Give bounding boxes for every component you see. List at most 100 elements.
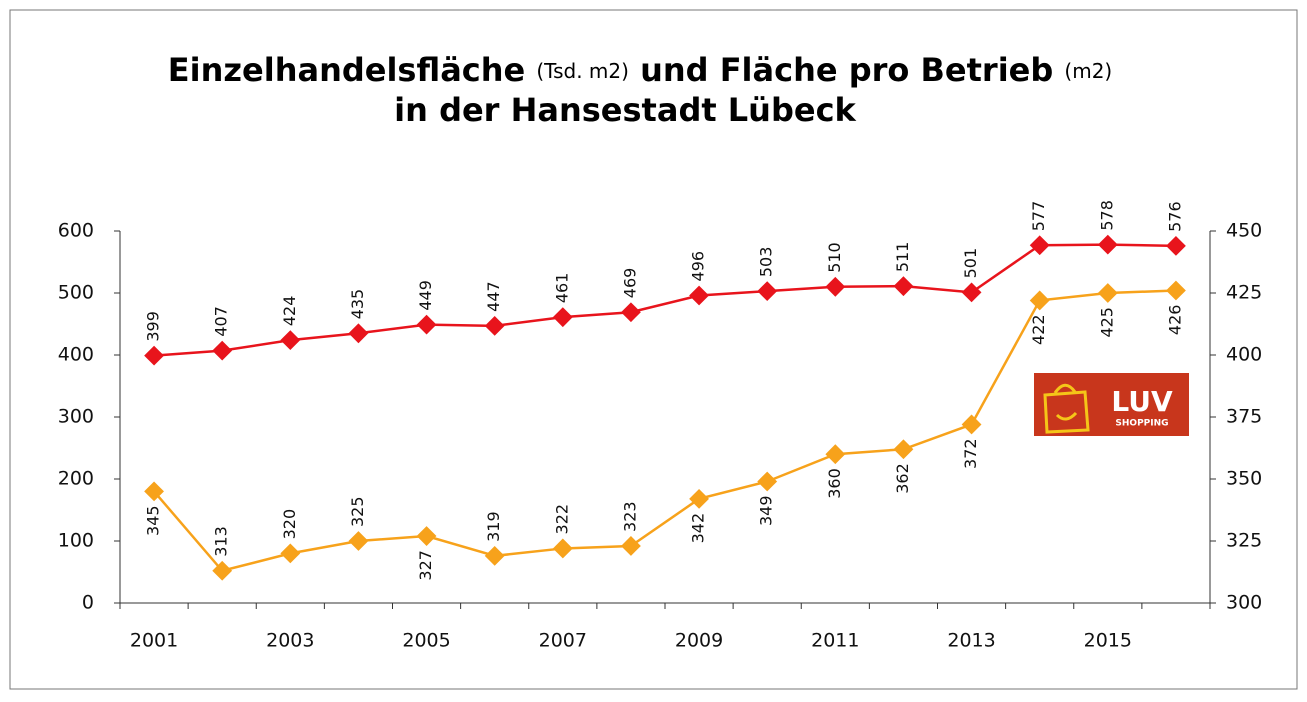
- data-label: 372: [961, 438, 980, 469]
- logo-bag: [1043, 390, 1090, 434]
- marker: [552, 538, 573, 559]
- data-label: 447: [484, 281, 503, 312]
- marker: [893, 439, 914, 460]
- marker: [552, 307, 573, 328]
- y2-tick-label: 450: [1226, 220, 1262, 242]
- y2-tick-label: 375: [1226, 406, 1262, 428]
- y-tick-label: 400: [58, 344, 94, 366]
- marker: [144, 345, 164, 366]
- data-label: 578: [1097, 200, 1116, 231]
- marker: [348, 323, 369, 344]
- data-label: 469: [620, 268, 639, 299]
- data-label: 426: [1165, 305, 1184, 336]
- marker: [144, 481, 164, 502]
- y-tick-label: 200: [58, 468, 94, 490]
- data-label: 422: [1029, 314, 1048, 345]
- x-tick-label: 2003: [266, 630, 314, 652]
- data-label: 461: [552, 273, 571, 304]
- y2-tick-label: 425: [1226, 282, 1262, 304]
- marker: [757, 471, 778, 492]
- marker: [961, 282, 982, 303]
- title-unit: (Tsd. m2): [536, 59, 629, 83]
- data-label: 510: [825, 242, 844, 273]
- x-tick-label: 2005: [402, 630, 450, 652]
- marker: [961, 414, 982, 435]
- data-label: 319: [484, 511, 503, 542]
- logo-box: [1034, 373, 1189, 436]
- marker: [757, 281, 778, 302]
- marker: [280, 330, 301, 351]
- y2-tick-label: 350: [1226, 468, 1262, 490]
- marker: [825, 444, 846, 465]
- marker: [416, 526, 437, 546]
- data-label: 320: [280, 509, 299, 540]
- marker: [1166, 235, 1186, 256]
- x-tick-label: 2013: [947, 630, 995, 652]
- chart-title: Einzelhandelsfläche (Tsd. m2) und Fläche…: [168, 51, 1112, 89]
- data-label: 323: [620, 501, 639, 532]
- data-label: 399: [144, 311, 163, 342]
- x-tick-label: 2009: [675, 630, 723, 652]
- data-label: 345: [144, 505, 163, 536]
- data-label: 435: [348, 289, 367, 320]
- marker: [689, 488, 709, 509]
- marker: [621, 536, 641, 556]
- data-label: 360: [825, 468, 844, 499]
- marker: [212, 340, 233, 361]
- marker: [1029, 290, 1050, 311]
- chart-subtitle: in der Hansestadt Lübeck: [394, 91, 856, 129]
- data-label: 449: [416, 280, 435, 311]
- marker: [1166, 280, 1186, 301]
- data-label: 327: [416, 550, 435, 581]
- data-label: 501: [961, 248, 980, 279]
- data-label: 322: [552, 504, 571, 535]
- title-part: Einzelhandelsfläche: [168, 51, 525, 89]
- y-tick-label: 0: [82, 592, 94, 614]
- marker: [484, 545, 505, 566]
- data-label: 496: [689, 251, 708, 282]
- marker: [893, 276, 914, 297]
- y2-tick-label: 400: [1226, 344, 1262, 366]
- y-tick-label: 600: [58, 220, 94, 242]
- logo-subtext: SHOPPING: [1115, 419, 1168, 429]
- marker: [416, 314, 437, 335]
- title-unit: (m2): [1064, 59, 1112, 83]
- data-label: 407: [212, 306, 231, 337]
- data-label: 325: [348, 496, 367, 527]
- marker: [621, 302, 641, 323]
- marker: [1097, 234, 1118, 255]
- marker: [348, 531, 369, 551]
- x-tick-label: 2015: [1084, 630, 1132, 652]
- data-label: 342: [689, 513, 708, 544]
- y2-tick-label: 325: [1226, 530, 1262, 552]
- y-tick-label: 300: [58, 406, 94, 428]
- data-label: 313: [212, 526, 231, 557]
- data-label: 362: [893, 463, 912, 494]
- data-label: 576: [1165, 201, 1184, 232]
- marker: [1029, 235, 1050, 256]
- data-label: 503: [757, 247, 776, 278]
- data-label: 577: [1029, 201, 1048, 232]
- data-label: 511: [893, 242, 912, 273]
- marker: [825, 276, 846, 297]
- y-tick-label: 500: [58, 282, 94, 304]
- data-label: 425: [1097, 307, 1116, 338]
- x-tick-label: 2007: [539, 630, 587, 652]
- logo-text: LUV: [1111, 385, 1173, 418]
- title-part: und Fläche pro Betrieb: [640, 51, 1053, 89]
- data-label: 424: [280, 296, 299, 327]
- marker: [484, 315, 505, 336]
- data-label: 349: [757, 495, 776, 526]
- marker: [280, 543, 301, 564]
- y-tick-label: 100: [58, 530, 94, 552]
- series-line: [153, 243, 1176, 357]
- marker: [689, 285, 709, 306]
- x-tick-label: 2001: [130, 630, 178, 652]
- logo: LUV SHOPPING: [1034, 373, 1189, 436]
- marker: [1097, 283, 1118, 303]
- logo-smile: [1055, 411, 1078, 421]
- series-line: [153, 289, 1176, 573]
- x-tick-label: 2011: [811, 630, 859, 652]
- y2-tick-label: 300: [1226, 592, 1262, 614]
